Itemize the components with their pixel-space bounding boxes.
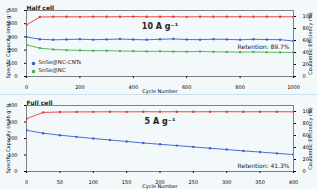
svg-text:Half cell: Half cell [27,4,55,11]
svg-text:400: 400 [289,179,299,185]
svg-text:300: 300 [222,179,232,185]
svg-text:100: 100 [8,151,18,158]
svg-text:Cycle Number: Cycle Number [142,183,178,189]
svg-text:0: 0 [14,168,17,174]
svg-text:200: 200 [8,135,18,142]
svg-text:200: 200 [75,84,85,90]
svg-text:400: 400 [129,84,139,90]
svg-text:300: 300 [8,33,18,40]
svg-text:800: 800 [235,84,245,90]
svg-text:Specific Capacity (mAh g⁻¹): Specific Capacity (mAh g⁻¹) [5,104,12,173]
svg-text:Specific Capacity (mAh g⁻¹): Specific Capacity (mAh g⁻¹) [5,9,12,78]
svg-text:50: 50 [57,179,63,185]
svg-text:0: 0 [303,73,306,79]
svg-text:500: 500 [8,7,18,14]
svg-text:Coulombic Efficiency (%): Coulombic Efficiency (%) [307,107,314,169]
svg-text:Retention: 89.7%: Retention: 89.7% [238,43,290,50]
svg-text:Coulombic Efficiency (%): Coulombic Efficiency (%) [307,12,314,74]
svg-text:5 A g⁻¹: 5 A g⁻¹ [145,117,176,126]
svg-text:0: 0 [25,179,28,185]
svg-text:Cycle Number: Cycle Number [142,88,178,95]
svg-text:200: 200 [8,46,18,53]
svg-text:Retention: 41.3%: Retention: 41.3% [238,162,290,169]
svg-text:300: 300 [8,118,18,125]
svg-text:0: 0 [25,84,28,90]
svg-text:10 A g⁻¹: 10 A g⁻¹ [142,22,179,31]
svg-text:0: 0 [303,168,306,174]
svg-text:150: 150 [122,179,132,185]
svg-text:250: 250 [189,179,199,185]
svg-text:400: 400 [8,102,18,109]
svg-text:SnSe@NC: SnSe@NC [39,67,66,73]
svg-text:0: 0 [14,73,17,79]
svg-text:1000: 1000 [287,84,300,90]
svg-text:350: 350 [255,179,265,185]
svg-text:600: 600 [182,84,192,90]
svg-text:Full cell: Full cell [27,99,53,106]
svg-text:100: 100 [8,59,18,66]
svg-text:SnSe@NC-CNTs: SnSe@NC-CNTs [39,59,82,65]
svg-text:100: 100 [88,179,98,185]
svg-text:400: 400 [8,20,18,27]
